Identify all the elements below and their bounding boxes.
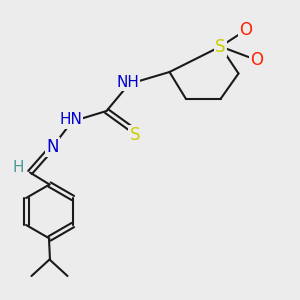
Text: O: O — [250, 51, 263, 69]
Text: N: N — [46, 138, 59, 156]
Text: O: O — [239, 21, 253, 39]
Text: S: S — [215, 38, 226, 56]
Text: HN: HN — [59, 112, 82, 128]
Text: H: H — [12, 160, 24, 175]
Text: S: S — [130, 126, 140, 144]
Text: NH: NH — [116, 75, 139, 90]
